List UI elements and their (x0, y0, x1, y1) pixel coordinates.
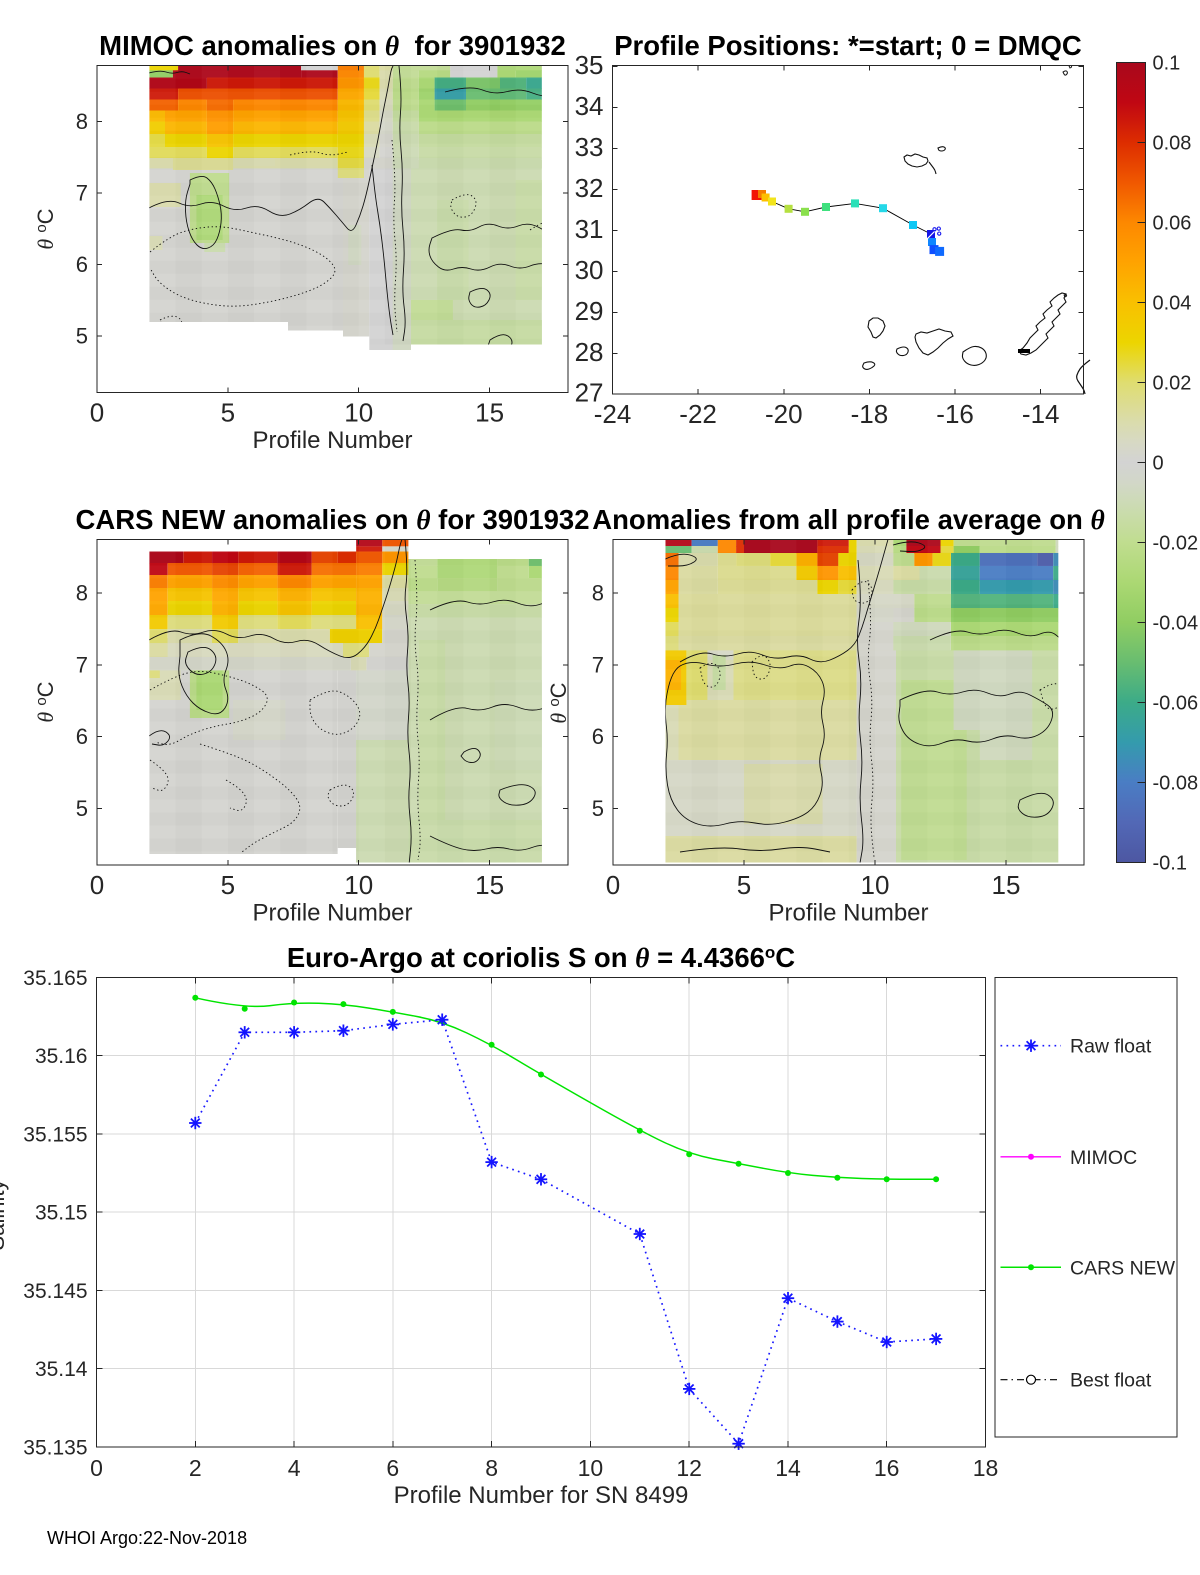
svg-text:32: 32 (575, 173, 604, 203)
svg-text:0: 0 (1153, 453, 1164, 475)
svg-text:35.155: 35.155 (23, 1123, 87, 1146)
svg-text:-0.08: -0.08 (1153, 773, 1199, 795)
svg-text:Profile Number for SN 8499: Profile Number for SN 8499 (394, 1482, 689, 1509)
svg-text:6: 6 (76, 252, 88, 277)
svg-text:33: 33 (575, 132, 604, 162)
svg-text:-16: -16 (936, 399, 974, 429)
svg-text:34: 34 (575, 91, 604, 121)
svg-text:8: 8 (76, 581, 88, 606)
svg-text:0: 0 (90, 398, 104, 428)
svg-text:6: 6 (592, 724, 604, 749)
svg-text:Profile Positions: *=start; 0: Profile Positions: *=start; 0 = DMQC (614, 30, 1082, 61)
svg-text:MIMOC: MIMOC (1070, 1147, 1137, 1169)
svg-text:5: 5 (737, 870, 751, 900)
svg-text:5: 5 (221, 870, 235, 900)
svg-text:-14: -14 (1022, 399, 1060, 429)
svg-text:-22: -22 (679, 399, 717, 429)
svg-text:5: 5 (221, 398, 235, 428)
svg-text:-0.04: -0.04 (1153, 613, 1199, 635)
svg-text:35.145: 35.145 (23, 1280, 87, 1303)
svg-text:16: 16 (874, 1455, 900, 1481)
svg-text:0.04: 0.04 (1153, 293, 1192, 315)
svg-text:-0.1: -0.1 (1153, 853, 1187, 875)
svg-text:Best float: Best float (1070, 1370, 1152, 1392)
svg-text:7: 7 (76, 652, 88, 677)
svg-text:-0.06: -0.06 (1153, 693, 1199, 715)
svg-text:0: 0 (606, 870, 620, 900)
svg-text:-20: -20 (765, 399, 803, 429)
svg-text:35.165: 35.165 (23, 967, 87, 990)
svg-text:CARS NEW: CARS NEW (1070, 1257, 1176, 1279)
svg-text:Profile Number: Profile Number (252, 900, 412, 927)
svg-text:Anomalies from all profile ave: Anomalies from all profile average on θ (592, 504, 1104, 535)
svg-text:18: 18 (973, 1455, 999, 1481)
svg-text:6: 6 (386, 1455, 399, 1481)
svg-text:10: 10 (578, 1455, 604, 1481)
svg-text:10: 10 (344, 870, 373, 900)
svg-text:29: 29 (575, 296, 604, 326)
svg-text:Raw float: Raw float (1070, 1036, 1152, 1058)
svg-text:31: 31 (575, 214, 604, 244)
svg-text:35.15: 35.15 (35, 1202, 88, 1225)
svg-text:15: 15 (992, 870, 1021, 900)
svg-text:8: 8 (485, 1455, 498, 1481)
svg-text:7: 7 (592, 652, 604, 677)
svg-text:-0.02: -0.02 (1153, 533, 1199, 555)
svg-text:Salinity: Salinity (0, 1180, 9, 1251)
svg-text:35: 35 (575, 50, 604, 80)
svg-text:12: 12 (676, 1455, 702, 1481)
svg-text:35.14: 35.14 (35, 1358, 88, 1381)
svg-text:14: 14 (775, 1455, 801, 1481)
svg-text:Euro-Argo at coriolis S on θ =: Euro-Argo at coriolis S on θ = 4.4366oC (287, 942, 795, 973)
svg-text:15: 15 (475, 398, 504, 428)
svg-text:CARS NEW anomalies on θ for 39: CARS NEW anomalies on θ for 3901932 (75, 504, 589, 535)
svg-text:-24: -24 (594, 399, 632, 429)
svg-text:-18: -18 (851, 399, 889, 429)
svg-text:30: 30 (575, 255, 604, 285)
svg-text:0.02: 0.02 (1153, 373, 1192, 395)
svg-text:4: 4 (288, 1455, 301, 1481)
svg-text:0.08: 0.08 (1153, 133, 1192, 155)
svg-text:10: 10 (861, 870, 890, 900)
svg-text:35.135: 35.135 (23, 1436, 87, 1459)
svg-text:MIMOC anomalies on θ for 3901: MIMOC anomalies on θ for 3901932 (99, 30, 566, 61)
svg-text:0: 0 (90, 1455, 103, 1481)
svg-text:θ oC: θ oC (33, 208, 58, 249)
svg-text:5: 5 (76, 796, 88, 821)
svg-text:θ oC: θ oC (546, 682, 571, 723)
svg-text:8: 8 (592, 581, 604, 606)
svg-text:5: 5 (76, 324, 88, 349)
svg-text:7: 7 (76, 181, 88, 206)
svg-text:Profile Number: Profile Number (768, 900, 928, 927)
svg-text:8: 8 (76, 109, 88, 134)
svg-text:15: 15 (475, 870, 504, 900)
svg-text:35.16: 35.16 (35, 1045, 88, 1068)
svg-text:28: 28 (575, 337, 604, 367)
svg-text:WHOI Argo:22-Nov-2018: WHOI Argo:22-Nov-2018 (47, 1528, 247, 1548)
svg-text:10: 10 (344, 398, 373, 428)
svg-text:6: 6 (76, 724, 88, 749)
svg-text:0.06: 0.06 (1153, 213, 1192, 235)
svg-text:0.1: 0.1 (1153, 53, 1181, 75)
svg-text:Profile Number: Profile Number (252, 427, 412, 454)
svg-text:2: 2 (189, 1455, 202, 1481)
svg-text:5: 5 (592, 796, 604, 821)
svg-text:27: 27 (575, 378, 604, 408)
svg-text:0: 0 (90, 870, 104, 900)
svg-text:θ oC: θ oC (33, 681, 58, 722)
